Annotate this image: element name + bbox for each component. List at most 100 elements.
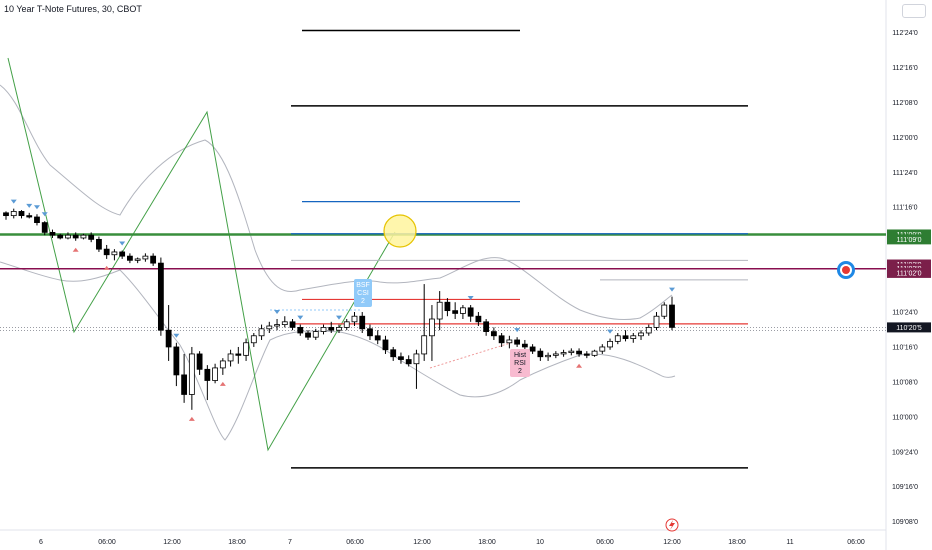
candle-body: [661, 304, 668, 317]
signal-down-marker: [26, 203, 33, 208]
x-tick-label: 12:00: [663, 539, 681, 546]
candle-body: [343, 321, 350, 328]
candle-body: [297, 326, 304, 334]
y-tick-label: 109'08'0: [892, 519, 918, 526]
candle-body: [413, 353, 420, 365]
candle-body: [305, 332, 311, 338]
candle-body: [452, 310, 459, 314]
candle-body: [181, 374, 188, 395]
price-tag-bg: [887, 322, 931, 333]
x-tick-label: 11: [786, 539, 793, 546]
candle-body: [196, 353, 203, 370]
candle-body: [514, 339, 521, 345]
signal-down-marker: [33, 205, 40, 210]
candle-body: [18, 211, 25, 217]
candle-body: [576, 350, 582, 355]
lightning-icon[interactable]: [665, 518, 679, 532]
candle-body: [552, 353, 559, 356]
candle-body: [65, 234, 71, 239]
signal-down-marker: [467, 296, 474, 301]
price-tag-label: 111'02'0: [897, 270, 922, 277]
x-tick-label: 06:00: [346, 539, 364, 546]
candle-body: [320, 326, 327, 332]
candle-body: [444, 301, 451, 312]
candle-body: [49, 231, 56, 236]
y-tick-label: 112'24'0: [892, 30, 918, 37]
x-tick-label: 12:00: [163, 539, 181, 546]
x-tick-label: 06:00: [596, 539, 614, 546]
candle-body: [119, 251, 126, 257]
candle-body: [281, 321, 288, 326]
candle-body: [467, 307, 474, 317]
signal-down-marker: [669, 287, 675, 292]
candle-body: [150, 255, 157, 264]
candle-body: [483, 321, 490, 332]
candle-body: [529, 346, 536, 352]
x-tick-label: 18:00: [228, 539, 246, 546]
candle-body: [219, 360, 226, 369]
x-tick-label: 6: [39, 539, 43, 546]
candle-body: [429, 318, 435, 337]
candle-body: [72, 234, 79, 239]
lightning-bolt: [669, 520, 675, 530]
y-tick-label: 111'16'0: [893, 205, 918, 212]
toolbar-toggle-button[interactable]: [902, 4, 926, 18]
candle-body: [506, 339, 513, 344]
x-tick-label: 18:00: [478, 539, 496, 546]
candle-body: [173, 346, 180, 376]
candle-body: [57, 234, 64, 239]
candle-body: [398, 356, 404, 360]
signal-down-marker: [41, 212, 48, 217]
dashed-connector: [429, 339, 521, 369]
x-tick-label: 7: [288, 539, 292, 546]
candle-body: [591, 350, 598, 356]
candle-body: [390, 349, 397, 358]
highlight-circle: [383, 214, 417, 248]
bsf-box-bg: [354, 279, 372, 307]
candle-body: [157, 262, 164, 331]
candle-body: [26, 215, 33, 218]
candle-body: [134, 258, 141, 261]
hist-box-bg: [510, 349, 530, 377]
candle-body: [111, 251, 118, 256]
candle-body: [142, 255, 149, 260]
signal-down-marker: [173, 333, 180, 338]
candle-body: [537, 350, 544, 358]
candle-body: [127, 255, 133, 261]
candle-body: [212, 367, 218, 381]
candle-body: [436, 301, 443, 320]
candle-body: [235, 353, 242, 356]
candle-body: [266, 325, 273, 330]
signal-up-marker: [188, 416, 195, 421]
candle-body: [405, 359, 412, 365]
candle-body: [545, 354, 551, 358]
candle-body: [250, 335, 257, 344]
zigzag-line: [7, 57, 396, 452]
candle-body: [490, 331, 497, 337]
signal-down-marker: [607, 329, 614, 334]
price-tag-label: 111'09'0: [897, 237, 922, 244]
signal-down-marker: [336, 315, 342, 320]
bsf-label: 2: [361, 298, 365, 305]
target-alert-icon[interactable]: [837, 261, 855, 279]
candle-body: [312, 331, 319, 338]
candle-body: [374, 335, 381, 341]
x-tick-label: 12:00: [413, 539, 431, 546]
candle-body: [274, 324, 280, 327]
y-tick-label: 110'24'0: [892, 310, 918, 317]
lower-band-line: [0, 261, 676, 441]
x-tick-label: 06:00: [847, 539, 865, 546]
candle-body: [521, 343, 528, 348]
candle-body: [568, 350, 575, 353]
x-tick-label: 10: [536, 539, 544, 546]
candle-body: [3, 212, 9, 217]
candle-body: [382, 339, 389, 351]
hist-label: Hist: [514, 352, 526, 359]
candle-body: [258, 328, 265, 337]
signal-down-marker: [10, 199, 17, 204]
signal-down-marker: [119, 241, 126, 246]
target-ring-inner: [842, 266, 850, 274]
